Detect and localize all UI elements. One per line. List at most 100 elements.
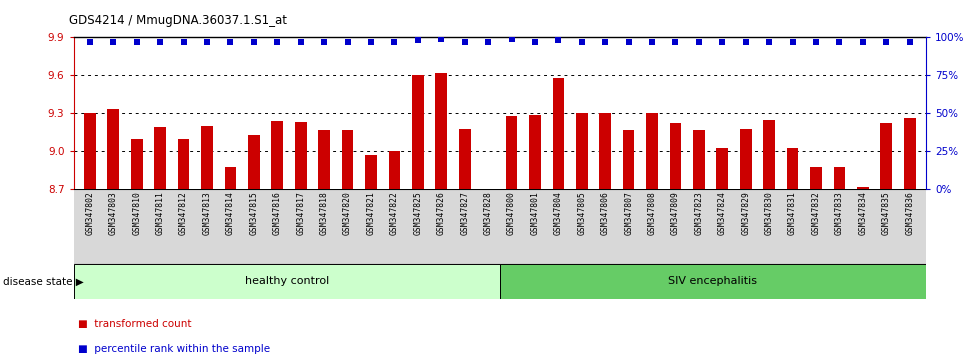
Point xyxy=(714,39,730,45)
Bar xyxy=(810,166,822,189)
Point xyxy=(457,39,472,45)
Text: GSM347835: GSM347835 xyxy=(882,192,891,235)
Point xyxy=(644,39,660,45)
Text: GSM347808: GSM347808 xyxy=(648,192,657,235)
Text: GSM347805: GSM347805 xyxy=(577,192,586,235)
Point xyxy=(106,39,122,45)
Bar xyxy=(366,155,377,189)
Point xyxy=(246,39,262,45)
Bar xyxy=(435,73,447,189)
Point xyxy=(152,39,168,45)
Point xyxy=(738,39,754,45)
Bar xyxy=(318,130,330,189)
Text: GSM347803: GSM347803 xyxy=(109,192,118,235)
Point xyxy=(878,39,894,45)
Bar xyxy=(740,129,752,189)
Bar xyxy=(248,135,260,189)
Point xyxy=(364,39,379,45)
Text: GSM347830: GSM347830 xyxy=(764,192,773,235)
Text: GSM347826: GSM347826 xyxy=(437,192,446,235)
Bar xyxy=(763,120,775,189)
Text: GSM347824: GSM347824 xyxy=(717,192,727,235)
Text: SIV encephalitis: SIV encephalitis xyxy=(668,276,758,286)
Text: disease state ▶: disease state ▶ xyxy=(3,276,83,286)
Point xyxy=(574,39,590,45)
Text: GSM347827: GSM347827 xyxy=(461,192,469,235)
Bar xyxy=(576,113,588,189)
Text: ■  percentile rank within the sample: ■ percentile rank within the sample xyxy=(78,344,270,354)
Bar xyxy=(342,130,354,189)
Bar xyxy=(154,127,166,189)
Text: GSM347818: GSM347818 xyxy=(319,192,328,235)
Text: GSM347831: GSM347831 xyxy=(788,192,797,235)
Bar xyxy=(131,139,143,189)
Bar xyxy=(177,139,189,189)
Bar xyxy=(388,151,400,189)
Bar xyxy=(669,124,681,189)
Point xyxy=(504,36,519,41)
Point xyxy=(527,39,543,45)
Text: GSM347816: GSM347816 xyxy=(272,192,282,235)
Bar xyxy=(74,264,500,299)
Point xyxy=(808,39,824,45)
Point xyxy=(270,39,285,45)
Text: GSM347833: GSM347833 xyxy=(835,192,844,235)
Point xyxy=(667,39,683,45)
Text: GSM347823: GSM347823 xyxy=(695,192,704,235)
Point xyxy=(175,39,191,45)
Bar xyxy=(787,148,799,189)
Text: GSM347822: GSM347822 xyxy=(390,192,399,235)
Text: GSM347813: GSM347813 xyxy=(203,192,212,235)
Bar xyxy=(622,130,634,189)
Text: GSM347829: GSM347829 xyxy=(741,192,751,235)
Bar xyxy=(834,166,846,189)
Point xyxy=(691,39,707,45)
Text: ■  transformed count: ■ transformed count xyxy=(78,319,192,329)
Text: GSM347828: GSM347828 xyxy=(483,192,493,235)
Bar xyxy=(880,124,892,189)
Text: GSM347800: GSM347800 xyxy=(507,192,516,235)
Point xyxy=(480,39,496,45)
Point xyxy=(82,39,98,45)
Text: GSM347817: GSM347817 xyxy=(296,192,305,235)
Text: GSM347836: GSM347836 xyxy=(906,192,914,235)
Point xyxy=(433,36,449,41)
Text: GDS4214 / MmugDNA.36037.1.S1_at: GDS4214 / MmugDNA.36037.1.S1_at xyxy=(69,13,286,27)
Text: GSM347815: GSM347815 xyxy=(249,192,259,235)
Point xyxy=(785,39,801,45)
Bar xyxy=(506,116,517,189)
Bar xyxy=(459,129,470,189)
Bar xyxy=(693,130,705,189)
Text: GSM347811: GSM347811 xyxy=(156,192,165,235)
Bar xyxy=(600,113,612,189)
Point xyxy=(855,39,870,45)
Bar xyxy=(224,166,236,189)
Point xyxy=(410,38,425,43)
Text: GSM347807: GSM347807 xyxy=(624,192,633,235)
Point xyxy=(832,39,848,45)
Point xyxy=(317,39,332,45)
Bar xyxy=(201,126,213,189)
Text: GSM347809: GSM347809 xyxy=(671,192,680,235)
Point xyxy=(199,39,215,45)
Text: GSM347820: GSM347820 xyxy=(343,192,352,235)
Bar xyxy=(904,118,915,189)
Bar xyxy=(646,113,658,189)
Text: GSM347825: GSM347825 xyxy=(414,192,422,235)
Bar xyxy=(529,115,541,189)
Point xyxy=(551,38,566,43)
Bar xyxy=(857,187,868,189)
Bar xyxy=(412,75,423,189)
Point xyxy=(761,39,777,45)
Text: GSM347804: GSM347804 xyxy=(554,192,563,235)
Text: GSM347814: GSM347814 xyxy=(226,192,235,235)
Bar xyxy=(84,113,96,189)
Text: GSM347801: GSM347801 xyxy=(530,192,539,235)
Point xyxy=(340,39,356,45)
Text: GSM347834: GSM347834 xyxy=(858,192,867,235)
Text: GSM347806: GSM347806 xyxy=(601,192,610,235)
Point xyxy=(222,39,238,45)
Bar xyxy=(108,109,120,189)
Point xyxy=(620,39,636,45)
Text: GSM347802: GSM347802 xyxy=(85,192,94,235)
